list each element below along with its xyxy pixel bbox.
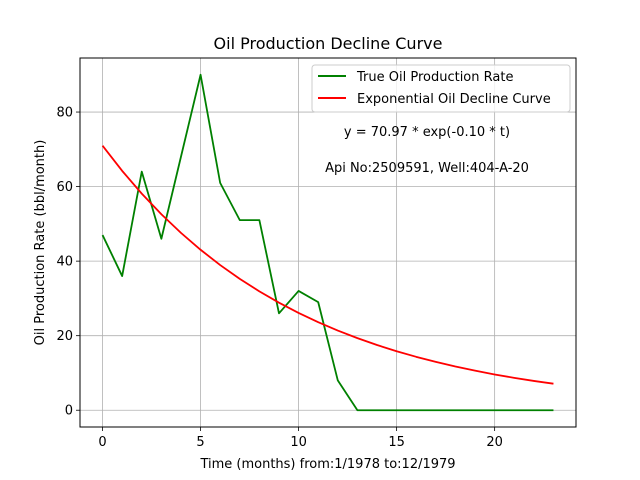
x-tick-label: 5 [196,435,204,450]
y-tick-label: 60 [56,180,73,195]
y-tick-label: 80 [56,106,73,121]
legend-box [311,64,571,113]
y-tick-label: 40 [56,255,73,270]
y-axis-label: Oil Production Rate (bbl/month) [33,140,48,346]
y-tick-label: 0 [65,404,73,419]
legend-label-true-rate: True Oil Production Rate [356,70,513,85]
x-tick-label: 10 [290,435,307,450]
x-axis-ticks: 0 5 10 15 20 [98,427,503,450]
x-tick-label: 0 [98,435,106,450]
legend-label-decline-curve: Exponential Oil Decline Curve [357,92,551,107]
y-axis-ticks: 0 20 40 60 80 [56,106,80,419]
equation-annotation: y = 70.97 * exp(-0.10 * t) [344,125,510,140]
exponential-decline-curve-line [101,145,554,385]
x-tick-label: 20 [486,435,503,450]
y-tick-label: 20 [56,329,73,344]
well-annotation: Api No:2509591, Well:404-A-20 [325,161,529,176]
chart-title: Oil Production Decline Curve [214,34,443,53]
true-oil-production-rate-line [101,73,554,412]
series-layer [101,73,554,412]
plot-frame [79,57,577,428]
x-axis-label: Time (months) from:1/1978 to:12/1979 [199,457,455,472]
legend: True Oil Production Rate Exponential Oil… [311,64,571,113]
x-tick-label: 15 [388,435,405,450]
